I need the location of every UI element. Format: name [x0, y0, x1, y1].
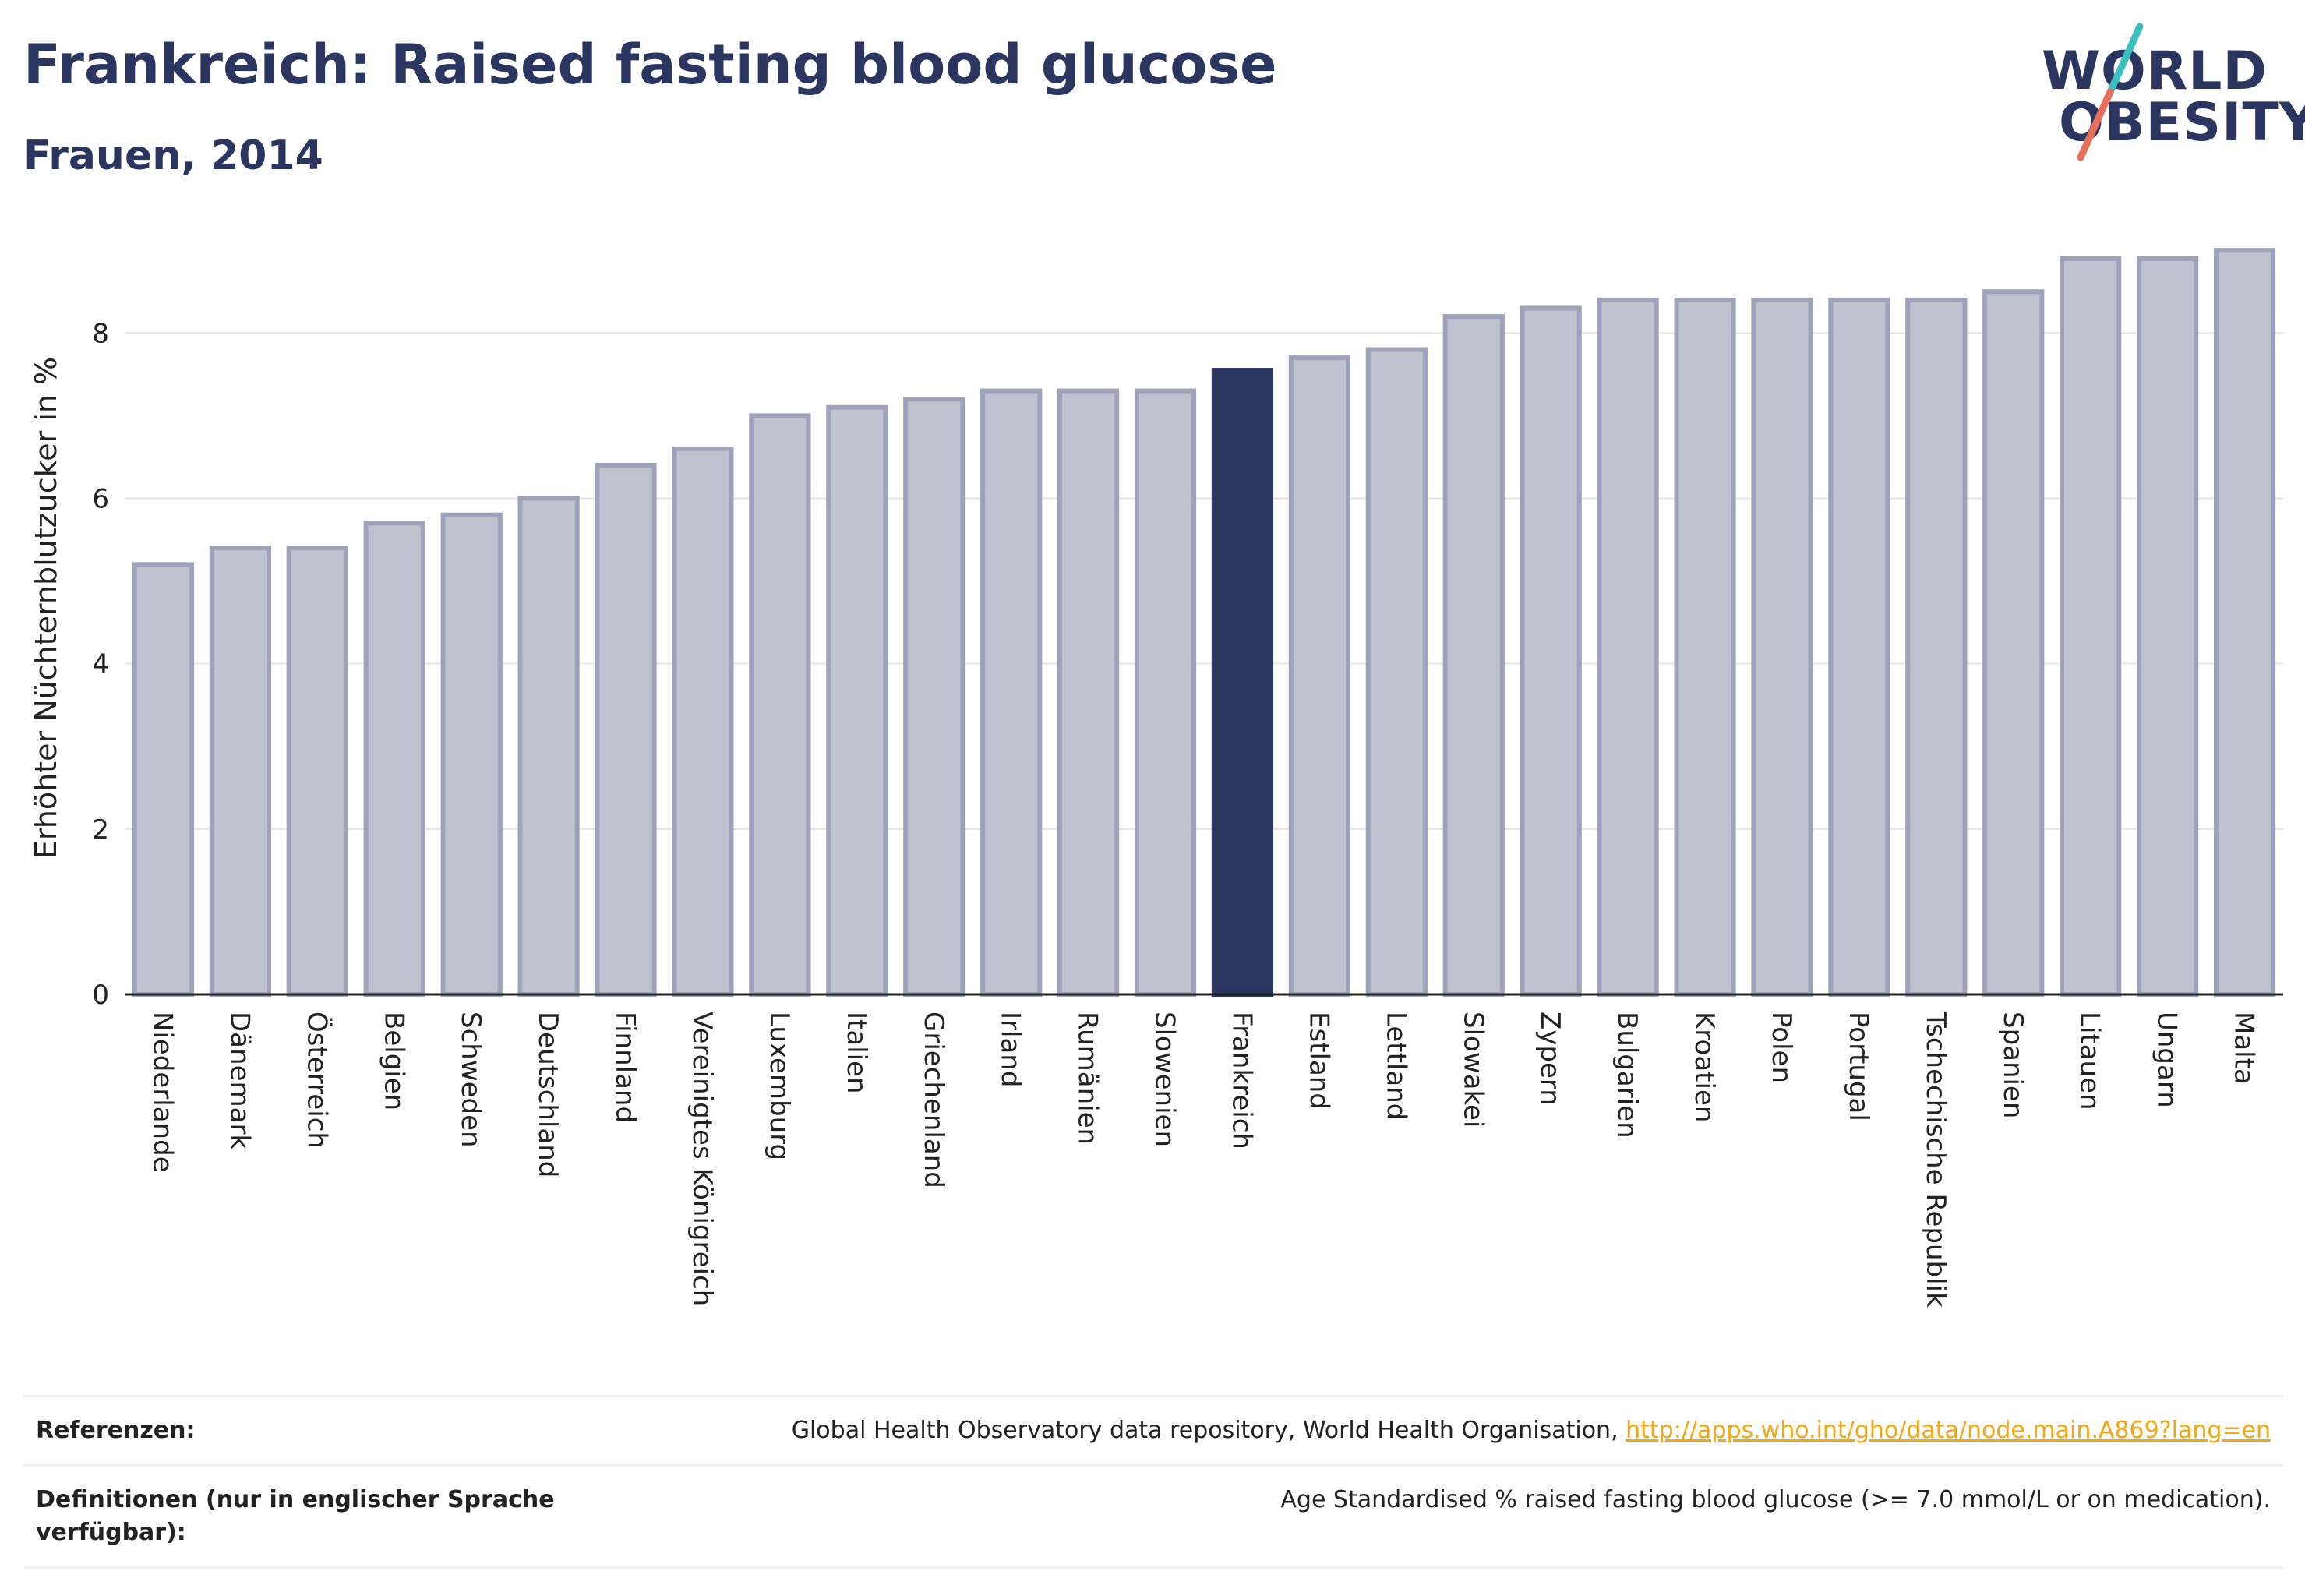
- bar-griechenland: [903, 397, 965, 997]
- logo-slash-icon: [2077, 23, 2144, 161]
- bar-polen: [1751, 297, 1813, 997]
- references-row: Referenzen: Global Health Observatory da…: [23, 1395, 2283, 1464]
- bar-frankreich: [1211, 368, 1274, 998]
- bar-deutschland: [517, 496, 580, 997]
- y-tick-label: 2: [92, 814, 109, 846]
- bar-luxemburg: [749, 413, 811, 997]
- bar-schweden: [440, 512, 503, 997]
- bar-estland: [1288, 355, 1350, 997]
- x-tick-label: Polen: [1766, 1012, 1797, 1083]
- logo-line-1: WORLD: [2042, 41, 2268, 102]
- x-tick-label: Zypern: [1534, 1012, 1565, 1106]
- references-link[interactable]: http://apps.who.int/gho/data/node.main.A…: [1626, 1417, 2271, 1444]
- x-tick-label: Slowenien: [1149, 1012, 1181, 1147]
- bar-ungarn: [2137, 256, 2199, 997]
- x-tick-label: Finnland: [609, 1012, 641, 1123]
- x-tick-label: Dänemark: [224, 1012, 255, 1149]
- x-tick-label: Deutschland: [532, 1012, 563, 1178]
- definitions-value: Age Standardised % raised fasting blood …: [1280, 1486, 2271, 1513]
- bar-litauen: [2060, 256, 2122, 997]
- y-tick-label: 4: [92, 649, 109, 680]
- bar-österreich: [286, 546, 348, 997]
- x-tick-label: Spanien: [1997, 1012, 2028, 1118]
- references-value: Global Health Observatory data repositor…: [792, 1414, 2271, 1447]
- bar-tschechische-republik: [1905, 297, 1968, 997]
- world-obesity-logo: WORLD OBESITY: [2026, 16, 2305, 171]
- bar-slowakei: [1442, 314, 1505, 997]
- x-tick-label: Estland: [1303, 1012, 1334, 1110]
- references-source-text: Global Health Observatory data repositor…: [791, 1417, 1626, 1444]
- bar-bulgarien: [1597, 297, 1659, 997]
- x-tick-label: Bulgarien: [1611, 1012, 1643, 1139]
- bar-zypern: [1520, 305, 1582, 997]
- axes: 0 2 4 6 8 Niederlande Dänemark Österreich Belgie…: [92, 318, 2283, 1308]
- y-tick-label: 6: [92, 483, 109, 514]
- bar-portugal: [1828, 297, 1890, 997]
- bar-kroatien: [1674, 297, 1736, 997]
- x-tick-label: Portugal: [1843, 1012, 1874, 1121]
- x-tick-label: Rumänien: [1072, 1012, 1103, 1145]
- x-tick-label: Litauen: [2074, 1012, 2106, 1110]
- bars: [132, 248, 2276, 998]
- bar-finnland: [595, 463, 657, 997]
- bar-chart: 0 2 4 6 8 Niederlande Dänemark Österreich Belgie…: [29, 248, 2283, 1308]
- x-tick-label: Luxemburg: [764, 1012, 795, 1160]
- y-tick-label: 8: [92, 318, 109, 349]
- x-tick-label: Lettland: [1380, 1012, 1411, 1120]
- definitions-row: Definitionen (nur in englischer Sprache …: [23, 1464, 2283, 1569]
- x-tick-label: Schweden: [455, 1012, 486, 1148]
- bar-dänemark: [209, 546, 271, 997]
- x-tick-label: Belgien: [378, 1012, 409, 1110]
- bar-rumänien: [1057, 388, 1120, 997]
- x-tick-label: Frankreich: [1226, 1012, 1257, 1149]
- x-tick-label: Niederlande: [146, 1012, 178, 1173]
- x-tick-label: Kroatien: [1689, 1012, 1720, 1122]
- chart-title: Frankreich: Raised fasting blood glucose: [23, 33, 1277, 97]
- bar-niederlande: [132, 562, 195, 997]
- x-tick-label: Österreich: [301, 1012, 333, 1149]
- bar-irland: [980, 388, 1043, 997]
- bar-vereinigtes-königreich: [672, 446, 734, 997]
- x-tick-label: Irland: [995, 1012, 1026, 1087]
- x-tick-label: Slowakei: [1457, 1012, 1488, 1128]
- x-tick-label: Griechenland: [918, 1012, 949, 1188]
- references-label: Referenzen:: [36, 1417, 196, 1444]
- y-tick-label: 0: [92, 980, 109, 1011]
- y-axis-title: Erhöhter Nüchternblutzucker in %: [29, 357, 63, 859]
- definitions-label: Definitionen (nur in englischer Sprache …: [36, 1486, 555, 1546]
- bar-italien: [826, 404, 888, 997]
- x-tick-label: Ungarn: [2151, 1012, 2183, 1108]
- bar-malta: [2213, 248, 2276, 997]
- bar-spanien: [1982, 289, 2045, 997]
- x-tick-label: Italien: [841, 1012, 872, 1094]
- x-tick-label: Tschechische Republik: [1920, 1011, 1951, 1308]
- x-tick-label: Vereinigtes Königreich: [687, 1012, 718, 1306]
- x-tick-label: Malta: [2229, 1012, 2260, 1085]
- bar-slowenien: [1134, 388, 1197, 997]
- bar-belgien: [363, 521, 425, 997]
- bar-lettland: [1365, 347, 1428, 997]
- chart-subtitle: Frauen, 2014: [23, 132, 323, 179]
- references-table: Referenzen: Global Health Observatory da…: [23, 1395, 2283, 1569]
